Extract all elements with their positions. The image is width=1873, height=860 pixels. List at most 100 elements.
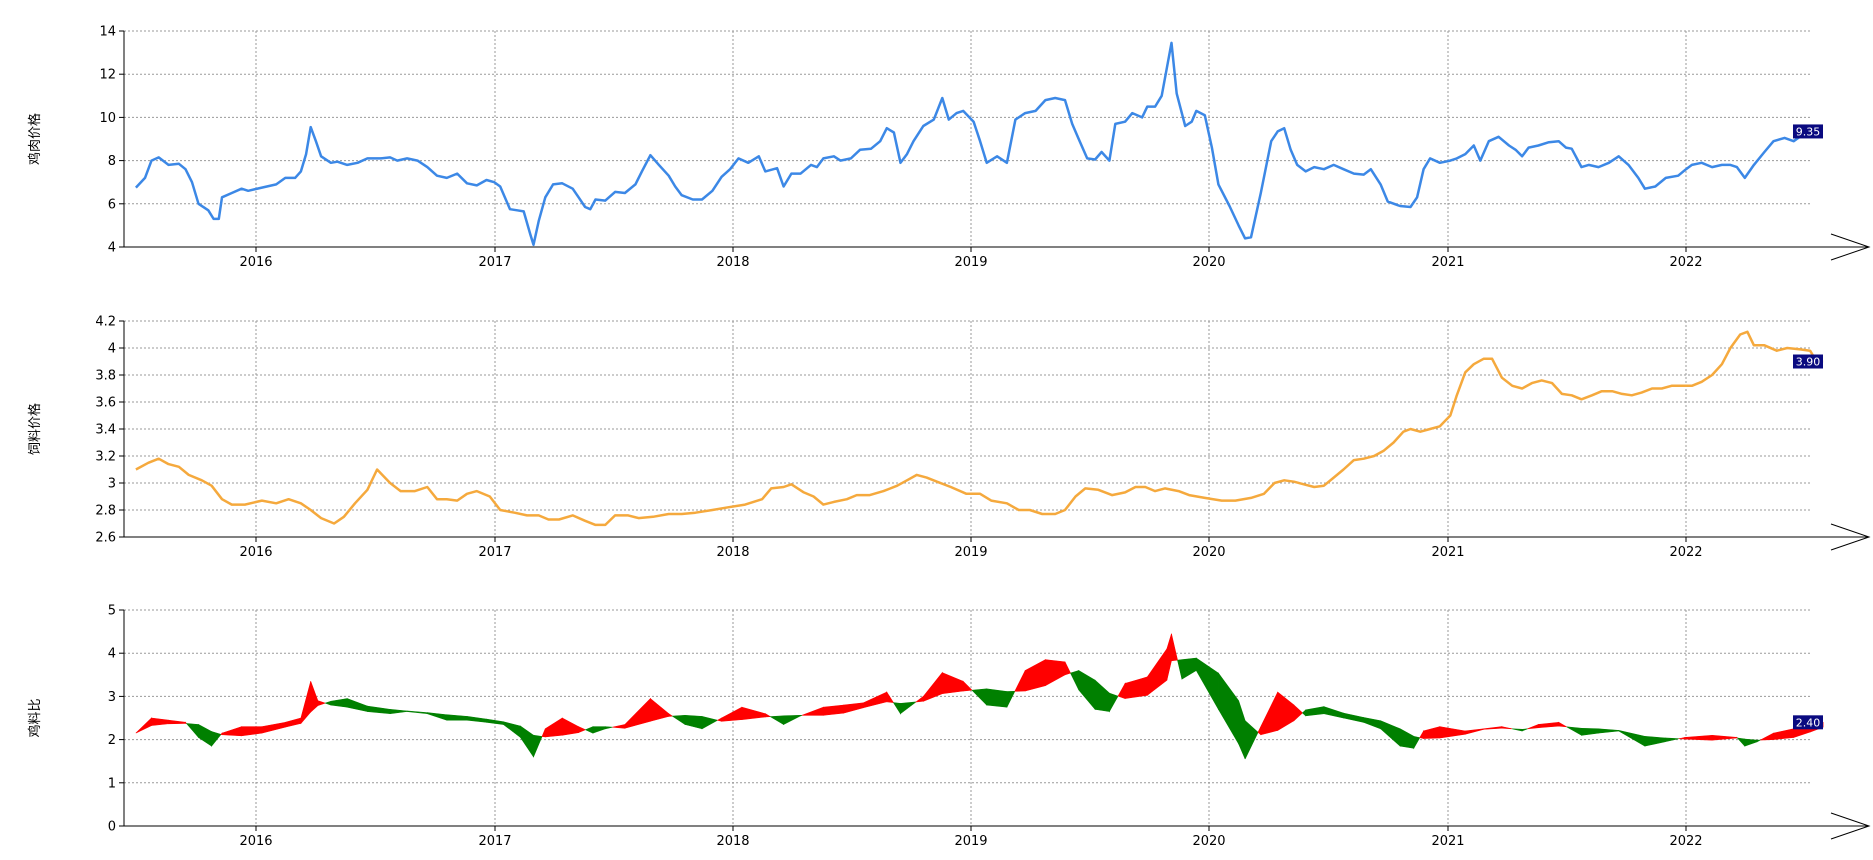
ratio-band-segment	[1678, 737, 1685, 740]
ratio-band-segment	[1343, 712, 1364, 723]
y-tick-label: 3	[108, 477, 116, 492]
ratio-band-segment	[941, 672, 964, 695]
ratio-band-segment	[1171, 633, 1178, 662]
ratio-band-segment	[1736, 737, 1746, 747]
y-tick-label: 6	[108, 197, 116, 212]
ratio-band-segment	[1006, 690, 1016, 708]
x-tick-label: 2019	[954, 834, 987, 849]
ratio-band-segment	[650, 697, 669, 722]
ratio-band-segment	[1078, 669, 1096, 711]
x-tick-label: 2016	[239, 545, 272, 560]
ratio-band-segment	[1277, 691, 1295, 731]
ratio-band-segment	[1511, 728, 1523, 732]
ratio-band-segment	[923, 671, 943, 702]
last-value-badge	[1793, 715, 1823, 730]
y-tick-label: 3.4	[95, 423, 116, 438]
ratio-band-segment	[612, 724, 626, 729]
last-value-label: 9.35	[1796, 125, 1821, 138]
ratio-band-segment	[1521, 728, 1528, 732]
ratio-band-segment	[584, 726, 594, 734]
ratio-band-segment	[1773, 728, 1795, 740]
ratio-band-segment	[1218, 672, 1239, 746]
y-tick-label: 3.2	[95, 450, 116, 465]
ratio-band-segment	[892, 702, 901, 715]
ratio-band-segment	[986, 688, 1008, 708]
ratio-band-segment	[1293, 704, 1303, 722]
ratio-band-segment	[1257, 726, 1262, 736]
ratio-band-segment	[1094, 679, 1110, 712]
ratio-band-segment	[1744, 738, 1758, 747]
ratio-band-segment	[1419, 729, 1424, 739]
x-axis-arrow	[1830, 523, 1871, 551]
ratio-band-segment	[346, 698, 368, 712]
ratio-band-segment	[783, 714, 801, 725]
ratio-band-segment	[1014, 670, 1026, 692]
ratio-band-segment	[135, 717, 152, 734]
ratio-band-segment	[241, 726, 263, 737]
x-tick-label: 2021	[1431, 545, 1464, 560]
ratio-band-segment	[1181, 657, 1197, 680]
x-axis-arrow	[1830, 812, 1871, 840]
ratio-band-segment	[544, 717, 563, 738]
ratio-band-segment	[1323, 706, 1344, 719]
ratio-band-segment	[886, 691, 895, 703]
x-tick-label: 2019	[954, 545, 987, 560]
ratio-band-segment	[1117, 682, 1126, 699]
ratio-band-segment	[389, 709, 408, 715]
ratio-band-segment	[330, 698, 348, 708]
ratio-band-segment	[533, 734, 543, 757]
x-tick-label: 2016	[239, 255, 272, 270]
ratio-band-segment	[862, 691, 888, 709]
ratio-band-segment	[1664, 737, 1679, 743]
last-value-label: 2.40	[1796, 716, 1821, 729]
series-line-1	[134, 41, 1821, 247]
ratio-band-segment	[520, 725, 534, 758]
ratio-band-segment	[541, 728, 546, 738]
ratio-band-segment	[324, 700, 332, 706]
ratio-band-segment	[701, 715, 719, 730]
ratio-band-segment	[1413, 735, 1421, 750]
ratio-band-segment	[1302, 709, 1307, 717]
ratio-band-segment	[1527, 724, 1539, 730]
ratio-band-segment	[300, 681, 311, 725]
ratio-band-segment	[151, 717, 169, 726]
x-tick-label: 2018	[716, 545, 749, 560]
ratio-band-segment	[801, 706, 824, 716]
ratio-band-segment	[261, 721, 286, 734]
chart-panel-1: 4 6 8 10 12 14 2016 2017 2018 2019 2020 2021 2022 鸡肉价…	[27, 25, 1871, 270]
ratio-band-segment	[624, 697, 651, 729]
ratio-band-segment	[1598, 728, 1620, 734]
y-tick-label: 4	[108, 647, 116, 662]
chart-panel-2: 2.6 2.8 3 3.2 3.4 3.6 3.8 4 4.2 2016 2017 2018 2019 2…	[27, 315, 1871, 560]
last-value-badge	[1793, 124, 1823, 139]
y-tick-label: 1	[108, 776, 116, 791]
ratio-band-segment	[1109, 692, 1119, 713]
ratio-band-segment	[1644, 736, 1666, 747]
x-tick-label: 2021	[1431, 255, 1464, 270]
x-tick-label: 2020	[1192, 545, 1225, 560]
ratio-band-segment	[843, 702, 864, 714]
ratio-band-segment	[684, 714, 703, 730]
y-tick-label: 2.6	[95, 531, 116, 546]
ratio-band-segment	[971, 688, 987, 706]
ratio-band-segment	[671, 714, 686, 726]
x-tick-label: 2018	[716, 255, 749, 270]
y-tick-label: 5	[108, 604, 116, 619]
ratio-band-segment	[1760, 732, 1774, 741]
ratio-band-segment	[1581, 727, 1599, 736]
ratio-band-segment	[1064, 661, 1071, 676]
y-tick-label: 10	[99, 111, 116, 126]
y-tick-label: 3	[108, 690, 116, 705]
ratio-band-segment	[900, 701, 918, 715]
ratio-band-segment	[406, 710, 428, 715]
ratio-band-segment	[1166, 633, 1172, 681]
last-value-badge	[1793, 354, 1823, 369]
ratio-band-segment	[1399, 728, 1415, 749]
ratio-band-segment	[800, 714, 803, 717]
ratio-band-segment	[769, 715, 784, 726]
ratio-band-segment	[668, 713, 674, 717]
ratio-band-segment	[1070, 670, 1080, 691]
y-tick-label: 0	[108, 820, 116, 835]
ratio-band-segment	[1439, 726, 1466, 739]
ratio-band-segment	[1124, 676, 1148, 699]
